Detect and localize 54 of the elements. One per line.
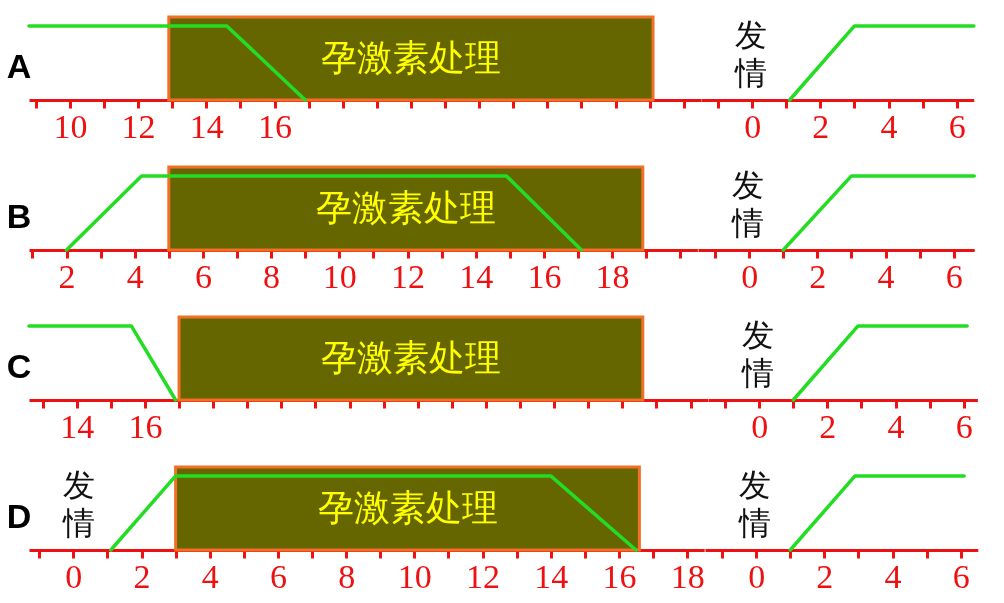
x-tick-label: 16 <box>258 107 293 145</box>
x-tick-label: 0 <box>741 257 759 295</box>
x-tick-label: 2 <box>819 407 837 445</box>
x-tick-label: 0 <box>65 557 83 595</box>
x-tick-label: 4 <box>877 257 895 295</box>
x-tick-label: 0 <box>748 557 766 595</box>
x-tick-label: 2 <box>812 107 830 145</box>
band-label: 孕激素处理 <box>315 186 496 228</box>
annotation: 发情 <box>734 16 767 92</box>
band-label: 孕激素处理 <box>320 36 501 78</box>
x-tick-label: 4 <box>880 107 898 145</box>
text: A <box>6 47 32 85</box>
annotation: 发情 <box>731 166 764 242</box>
text: D <box>6 497 32 535</box>
x-tick-label: 10 <box>53 107 88 145</box>
x-tick-label: 16 <box>128 407 163 445</box>
x-tick-label: 10 <box>322 257 357 295</box>
annotation: 发情 <box>738 466 771 542</box>
x-tick-label: 16 <box>602 557 637 595</box>
x-tick-label: 10 <box>397 557 432 595</box>
x-tick-label: 18 <box>595 257 630 295</box>
x-tick-label: 6 <box>194 257 212 295</box>
x-tick-label: 14 <box>459 257 494 295</box>
x-tick-label: 6 <box>952 557 970 595</box>
x-tick-label: 6 <box>945 257 963 295</box>
x-tick-label: 6 <box>955 407 973 445</box>
x-tick-label: 16 <box>527 257 562 295</box>
x-tick-label: 2 <box>133 557 151 595</box>
x-tick-label: 4 <box>884 557 902 595</box>
x-tick-label: 2 <box>816 557 834 595</box>
x-tick-label: 14 <box>189 107 224 145</box>
band-label: 孕激素处理 <box>317 486 498 528</box>
x-tick-label: 18 <box>670 557 705 595</box>
x-tick-label: 14 <box>60 407 95 445</box>
x-tick-label: 2 <box>58 257 76 295</box>
x-tick-label: 2 <box>809 257 827 295</box>
x-tick-label: 12 <box>466 557 501 595</box>
x-tick-label: 8 <box>338 557 356 595</box>
x-tick-label: 6 <box>269 557 287 595</box>
x-tick-label: 6 <box>948 107 966 145</box>
annotation: 发情 <box>741 316 774 392</box>
x-tick-label: 12 <box>391 257 426 295</box>
x-tick-label: 0 <box>751 407 769 445</box>
annotation: 发情 <box>62 466 95 542</box>
x-tick-label: 8 <box>263 257 281 295</box>
text: B <box>6 197 32 235</box>
x-tick-label: 12 <box>121 107 156 145</box>
x-tick-label: 14 <box>534 557 569 595</box>
x-tick-label: 4 <box>126 257 144 295</box>
x-tick-label: 4 <box>887 407 905 445</box>
x-tick-label: 0 <box>744 107 762 145</box>
text: C <box>6 347 32 385</box>
band-label: 孕激素处理 <box>320 336 501 378</box>
x-tick-label: 4 <box>201 557 219 595</box>
